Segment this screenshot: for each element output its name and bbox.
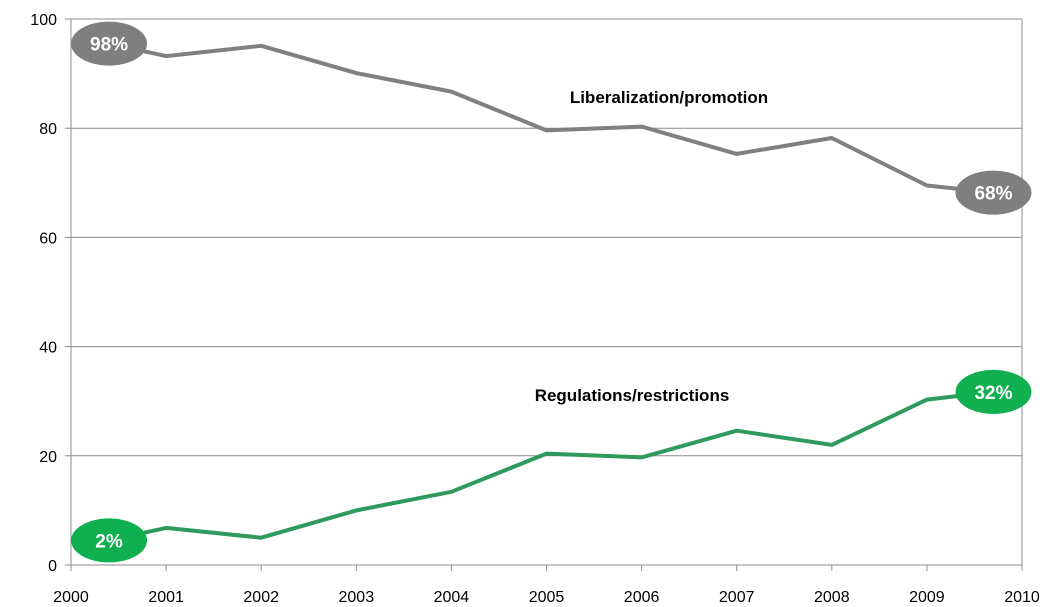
value-bubbles: 98% 68% 2% 32% [71, 21, 1032, 563]
x-tick-label: 2003 [339, 589, 375, 606]
y-tick-label: 60 [39, 230, 57, 247]
series-label-liberalization: Liberalization/promotion [570, 88, 768, 107]
value-bubble-start: 2% [71, 518, 148, 563]
bubble-value: 2% [95, 531, 123, 552]
x-tick-label: 2005 [529, 589, 565, 606]
y-tick-label: 80 [39, 121, 57, 138]
x-tick-label: 2000 [53, 589, 89, 606]
bubble-shape [955, 170, 1032, 215]
series-line-regulations [107, 389, 996, 543]
x-tick-label: 2009 [909, 589, 945, 606]
gridlines [71, 18, 1022, 566]
bubble-shape [955, 369, 1032, 414]
bubble-shape [71, 21, 148, 66]
x-tick-label: 2007 [719, 589, 755, 606]
series-label-regulations: Regulations/restrictions [535, 386, 730, 405]
x-tick-label: 2002 [243, 589, 279, 606]
y-tick-label: 0 [48, 558, 57, 575]
bubble-value: 68% [974, 184, 1012, 205]
x-tick-label: 2010 [1004, 589, 1040, 606]
x-tick-label: 2001 [148, 589, 184, 606]
series-lines [107, 41, 996, 543]
x-tick-label: 2008 [814, 589, 850, 606]
bubble-shape [71, 518, 148, 563]
value-bubble-start: 98% [71, 21, 148, 66]
value-bubble-end: 68% [955, 170, 1032, 215]
bubble-value: 98% [90, 35, 128, 56]
x-tick-label: 2006 [624, 589, 660, 606]
series-labels: Liberalization/promotion Regulations/res… [535, 88, 768, 405]
bubble-value: 32% [974, 383, 1012, 404]
axes: 0 20 40 60 80 100 2000 2001 2002 2003 2004 2005 2006… [30, 12, 1040, 606]
y-tick-label: 20 [39, 449, 57, 466]
y-tick-label: 40 [39, 340, 57, 357]
y-tick-label: 100 [30, 12, 57, 29]
value-bubble-end: 32% [955, 369, 1032, 414]
x-tick-label: 2004 [434, 589, 470, 606]
series-line-liberalization [107, 41, 996, 195]
